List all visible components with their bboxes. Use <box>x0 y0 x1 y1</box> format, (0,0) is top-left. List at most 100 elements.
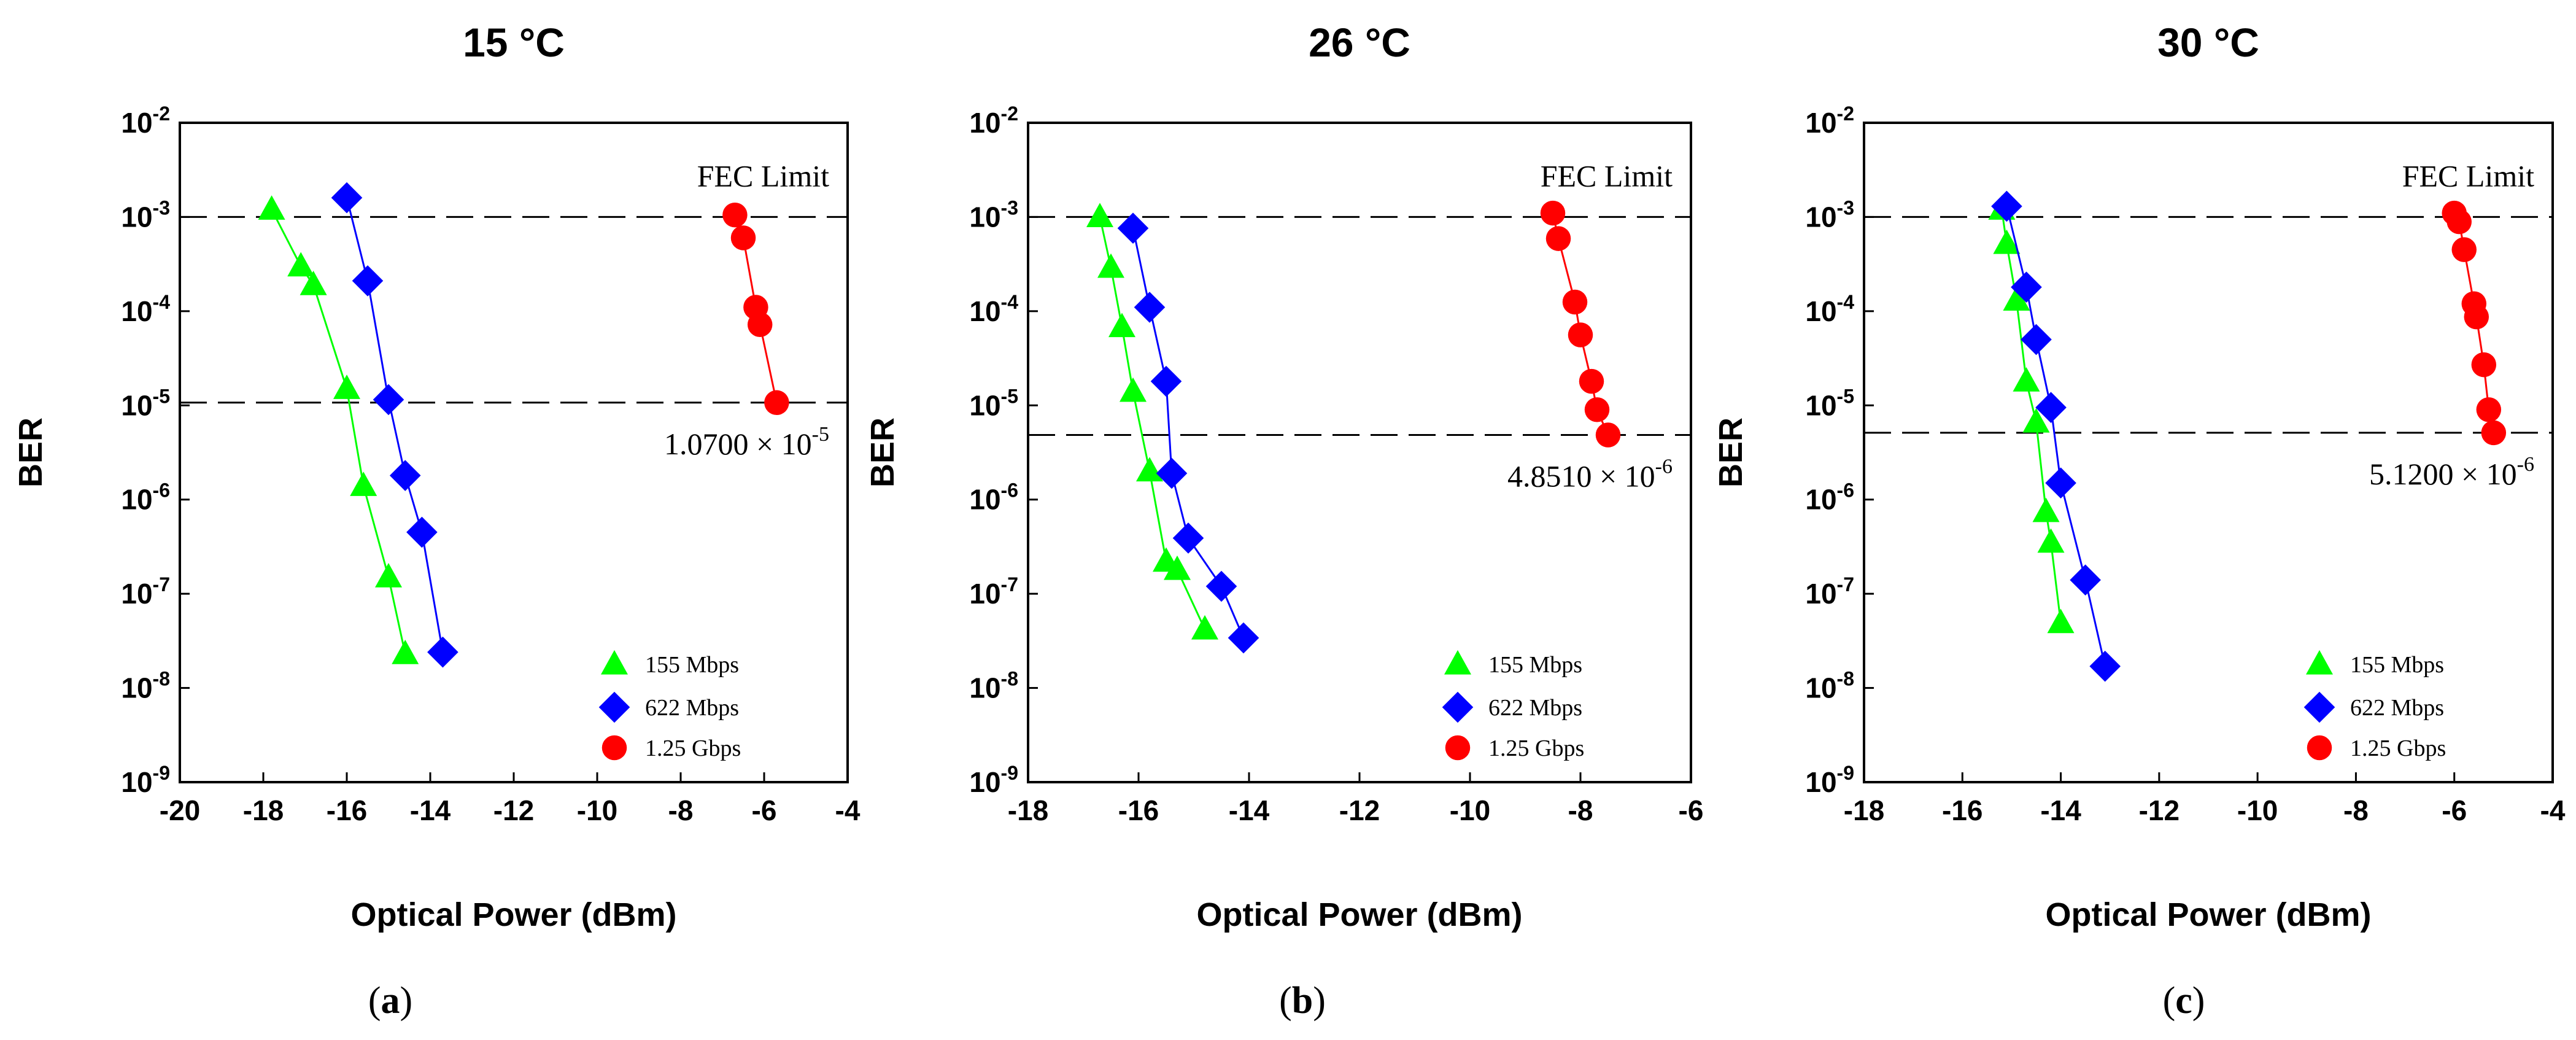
data-point <box>1134 292 1166 323</box>
y-tick-label: 10-5 <box>1805 385 1854 421</box>
y-tick-exponent: -3 <box>1837 196 1854 219</box>
y-tick-base: 10 <box>969 484 1000 516</box>
series-circle <box>2442 200 2507 446</box>
y-tick-base: 10 <box>969 766 1000 798</box>
legend-label: 1.25 Gbps <box>2350 735 2446 761</box>
x-tick-label: -20 <box>160 794 200 826</box>
data-point <box>2446 209 2472 235</box>
data-point <box>2045 467 2076 499</box>
x-tick-label: -10 <box>2237 794 2278 826</box>
y-tick-exponent: -6 <box>153 479 170 502</box>
x-tick-label: -4 <box>835 794 861 826</box>
y-tick-exponent: -5 <box>1837 385 1854 407</box>
legend-marker <box>2303 691 2335 723</box>
x-tick-label: -10 <box>1450 794 1490 826</box>
series-diamond <box>331 182 458 668</box>
data-point <box>1150 365 1182 397</box>
series-triangle <box>1988 195 2075 634</box>
series-circle <box>1540 200 1621 448</box>
legend-label: 155 Mbps <box>2350 652 2444 678</box>
y-tick-base: 10 <box>969 107 1000 139</box>
y-tick-exponent: -8 <box>1001 668 1018 690</box>
data-point <box>2022 408 2050 433</box>
y-tick-exponent: -8 <box>1837 668 1854 690</box>
data-point <box>373 384 404 416</box>
y-tick-base: 10 <box>121 389 152 421</box>
y-tick-label: 10-2 <box>1805 103 1854 139</box>
y-tick-label: 10-9 <box>1805 762 1854 798</box>
data-point <box>350 471 377 496</box>
data-point <box>2070 564 2101 596</box>
legend-label: 1.25 Gbps <box>645 735 741 761</box>
y-tick-base: 10 <box>1805 484 1836 516</box>
data-point <box>1584 397 1610 422</box>
data-point <box>2089 650 2121 682</box>
chart-panel: 15 °C-20 -18 -16 -14 -12 -10 -8 -6 -410-910-810-… <box>12 20 861 933</box>
y-tick-base: 10 <box>121 766 152 798</box>
caption-letter: b <box>1292 980 1313 1022</box>
fec-limit-label: FEC Limit <box>2402 158 2534 193</box>
y-tick-exponent: -5 <box>1001 385 1018 407</box>
series-line <box>2005 206 2106 667</box>
x-tick-label: -16 <box>327 794 367 826</box>
threshold-mantissa: 5.1200 × 10 <box>2369 457 2517 491</box>
data-point <box>1191 615 1218 640</box>
threshold-label: 1.0700 × 10-5 <box>664 423 829 461</box>
x-tick-label: -8 <box>668 794 694 826</box>
x-tick-label: -6 <box>1679 794 1704 826</box>
legend-label: 622 Mbps <box>2350 695 2444 721</box>
y-tick-label: 10-9 <box>121 762 170 798</box>
y-tick-exponent: -6 <box>1837 479 1854 502</box>
series-diamond <box>1991 190 2121 682</box>
data-point <box>2011 271 2042 303</box>
legend-marker <box>601 735 627 761</box>
caption-close: ) <box>2192 980 2205 1022</box>
y-tick-base: 10 <box>1805 766 1836 798</box>
x-axis-label: Optical Power (dBm) <box>2045 896 2371 933</box>
y-tick-base: 10 <box>121 201 152 233</box>
y-tick-exponent: -3 <box>1001 196 1018 219</box>
y-tick-label: 10-3 <box>121 196 170 233</box>
y-tick-label: 10-8 <box>969 668 1018 704</box>
y-tick-exponent: -2 <box>1837 103 1854 125</box>
threshold-mantissa: 4.8510 × 10 <box>1507 459 1655 493</box>
y-tick-exponent: -2 <box>1001 103 1018 125</box>
y-tick-exponent: -4 <box>1001 291 1019 313</box>
series-circle <box>722 202 789 416</box>
data-point <box>1540 200 1566 226</box>
y-tick-label: 10-2 <box>121 103 170 139</box>
y-tick-exponent: -7 <box>1001 573 1018 596</box>
y-tick-base: 10 <box>121 484 152 516</box>
y-tick-label: 10-9 <box>969 762 1018 798</box>
caption-letter: a <box>381 980 400 1022</box>
data-point <box>331 182 363 214</box>
x-tick-label: -6 <box>752 794 777 826</box>
y-tick-label: 10-6 <box>1805 479 1854 516</box>
data-point <box>2471 352 2497 378</box>
legend-marker <box>2307 735 2332 761</box>
chart-panel: 26 °C-18 -16 -14 -12 -10 -8 -610-910-810-710-6… <box>864 20 1703 933</box>
y-tick-exponent: -9 <box>1001 762 1018 784</box>
data-point <box>287 252 315 277</box>
y-tick-label: 10-4 <box>969 291 1018 327</box>
data-point <box>730 225 756 250</box>
data-point <box>1595 422 1621 448</box>
threshold-mantissa: 1.0700 × 10 <box>664 427 812 461</box>
caption-open: ( <box>2163 980 2176 1022</box>
y-tick-exponent: -9 <box>1837 762 1854 784</box>
legend-marker <box>2306 650 2333 675</box>
data-point <box>389 460 421 491</box>
caption-close: ) <box>1313 980 1326 1022</box>
legend-marker <box>1444 650 1471 675</box>
data-point <box>258 195 285 220</box>
data-point <box>392 639 419 664</box>
data-point <box>1568 322 1593 347</box>
y-tick-exponent: -2 <box>153 103 170 125</box>
x-tick-label: -18 <box>1844 794 1884 826</box>
y-tick-base: 10 <box>1805 389 1836 421</box>
x-axis-label: Optical Power (dBm) <box>350 896 676 933</box>
y-axis-label: BER <box>1712 417 1749 487</box>
fec-limit-label: FEC Limit <box>697 158 829 193</box>
data-point <box>406 516 438 548</box>
